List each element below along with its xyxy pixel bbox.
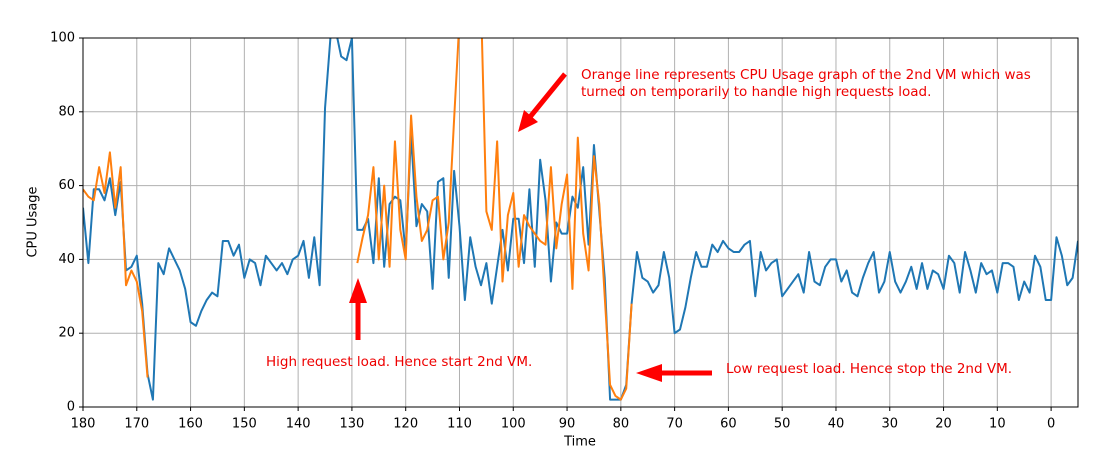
y-axis-label: CPU Usage [26,186,41,257]
y-tick-label: 20 [58,326,75,341]
arrow [636,364,712,382]
x-axis-label: Time [563,435,596,450]
x-tick-label: 150 [232,417,257,432]
plot-frame [82,37,1079,408]
y-tick-label: 0 [67,400,75,415]
lines [83,38,1078,401]
x-tick-label: 0 [1047,417,1055,432]
annotation: High request load. Hence start 2nd VM. [266,354,532,370]
y-tick-label: 60 [58,178,75,193]
x-tick-label: 80 [613,417,630,432]
x-tick-label: 130 [340,417,365,432]
x-tick-label: 140 [286,417,311,432]
x-tick-label: 20 [935,417,952,432]
x-tick-label: 120 [393,417,418,432]
x-tick-label: 50 [774,417,791,432]
annotation: Low request load. Hence stop the 2nd VM. [726,361,1012,377]
x-tick-label: 10 [989,417,1006,432]
series-line [83,38,633,401]
x-tick-label: 60 [720,417,737,432]
x-tick-label: 90 [559,417,576,432]
y-tick-label: 40 [58,252,75,267]
x-tick-label: 110 [447,417,472,432]
y-tick-label: 80 [58,104,75,119]
x-tick-label: 30 [881,417,898,432]
annotation: Orange line represents CPU Usage graph o… [581,67,1031,83]
x-tick-label: 40 [828,417,845,432]
x-tick-label: 70 [666,417,683,432]
x-tick-label: 180 [71,417,96,432]
annotation: turned on temporarily to handle high req… [581,84,931,100]
arrow [518,72,567,132]
arrow [349,278,367,340]
x-tick-label: 170 [124,417,149,432]
x-tick-label: 160 [178,417,203,432]
x-tick-label: 100 [501,417,526,432]
y-tick-label: 100 [50,31,75,46]
ticks: 180 170 160 150 140 130 120 110 100 90 80 70 60 50 40 3… [50,31,1055,432]
